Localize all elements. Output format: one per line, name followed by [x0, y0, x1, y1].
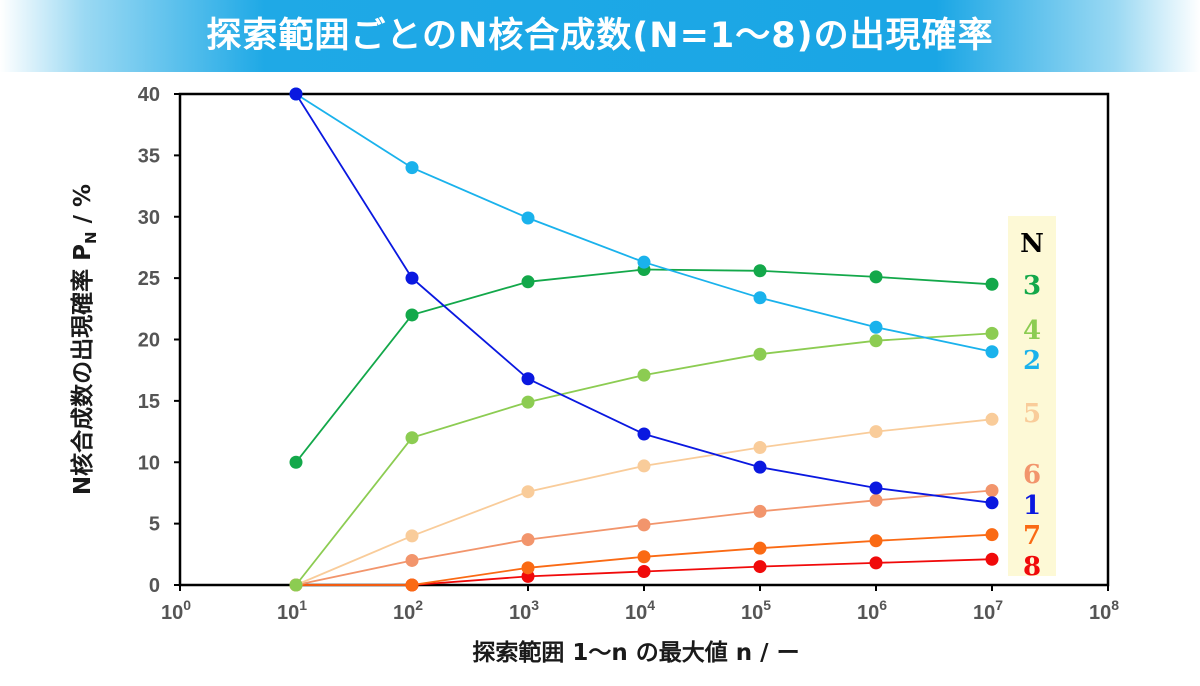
- x-tick-label: 100: [161, 597, 191, 624]
- series-8-point: [985, 552, 999, 566]
- series-2-point: [637, 255, 651, 269]
- series-6-point: [869, 493, 883, 507]
- legend-title: N: [1020, 229, 1044, 259]
- series-6-point: [637, 518, 651, 532]
- x-tick-label: 105: [741, 597, 771, 624]
- y-tick-label: 20: [138, 330, 160, 352]
- series-7-point: [405, 578, 419, 592]
- series-1-point: [405, 271, 419, 285]
- x-axis-label: 探索範囲 1〜n の最大値 n / ー: [472, 639, 799, 666]
- legend-entry-5: 5: [1023, 399, 1041, 429]
- series-2-point: [869, 320, 883, 334]
- plot-frame: [178, 92, 1110, 587]
- series-2-point: [753, 291, 767, 305]
- series-6-point: [521, 533, 535, 547]
- y-tick-label: 40: [138, 84, 160, 106]
- series-3-point: [869, 270, 883, 284]
- series-1-point: [289, 87, 303, 101]
- series-7-point: [521, 561, 535, 575]
- series-1-point: [753, 460, 767, 474]
- series-8-point: [637, 564, 651, 578]
- y-tick-label: 35: [138, 145, 160, 167]
- chart-title: 探索範囲ごとのN核合成数(N=1〜8)の出現確率: [206, 16, 994, 56]
- series-1-point: [521, 372, 535, 386]
- series-1-point: [985, 496, 999, 510]
- y-tick-label: 0: [149, 575, 160, 597]
- legend-entry-3: 3: [1023, 271, 1041, 301]
- legend-entry-8: 8: [1023, 552, 1041, 582]
- series-5-point: [753, 441, 767, 455]
- y-tick-label: 5: [149, 514, 160, 536]
- legend-entry-6: 6: [1023, 460, 1041, 490]
- series-4-point: [405, 431, 419, 445]
- series-3-point: [985, 277, 999, 291]
- series-7-point: [753, 541, 767, 555]
- series-6-point: [985, 483, 999, 497]
- legend-entry-4: 4: [1023, 316, 1041, 346]
- series-7-point: [869, 534, 883, 548]
- series-4-point: [521, 395, 535, 409]
- y-tick-label: 30: [138, 207, 160, 229]
- series-4-point: [637, 368, 651, 382]
- series-3-point: [289, 455, 303, 469]
- legend-entry-2: 2: [1023, 346, 1041, 376]
- legend-entry-7: 7: [1023, 521, 1041, 551]
- series-line-1: [295, 93, 993, 504]
- series-2-point: [521, 211, 535, 225]
- x-tick-label: 104: [625, 597, 655, 624]
- series-2-point: [985, 345, 999, 359]
- series-5-point: [869, 425, 883, 439]
- x-tick-label: 107: [973, 597, 1003, 624]
- series-4-point: [753, 347, 767, 361]
- legend-entry-1: 1: [1023, 491, 1041, 521]
- series-4-point: [985, 326, 999, 340]
- series-1-point: [637, 427, 651, 441]
- x-tick-label: 101: [277, 597, 307, 624]
- series-2-point: [405, 161, 419, 175]
- series-7-point: [985, 528, 999, 542]
- series-3-point: [753, 264, 767, 278]
- y-tick-label: 25: [138, 268, 160, 290]
- series-1-point: [869, 481, 883, 495]
- series-8-point: [869, 556, 883, 570]
- series-line-2: [295, 93, 993, 353]
- series-7-point: [637, 550, 651, 564]
- series-3-point: [405, 308, 419, 322]
- x-tick-label: 108: [1089, 597, 1119, 624]
- x-tick-label: 102: [393, 597, 423, 624]
- series-3-point: [521, 275, 535, 289]
- series-6-point: [753, 504, 767, 518]
- series-6-point: [405, 553, 419, 567]
- legend-box: [1008, 216, 1056, 576]
- series-5-point: [521, 485, 535, 499]
- series-8-point: [753, 560, 767, 574]
- title-banner: [0, 0, 1200, 72]
- y-axis-label: N核合成数の出現確率 PN / %: [69, 184, 100, 495]
- series-5-point: [637, 459, 651, 473]
- y-tick-label: 15: [138, 391, 160, 413]
- series-4-point: [289, 578, 303, 592]
- series-5-point: [405, 529, 419, 543]
- x-tick-label: 103: [509, 597, 539, 624]
- y-tick-label: 10: [138, 452, 160, 474]
- series-5-point: [985, 412, 999, 426]
- series-4-point: [869, 334, 883, 348]
- x-tick-label: 106: [857, 597, 887, 624]
